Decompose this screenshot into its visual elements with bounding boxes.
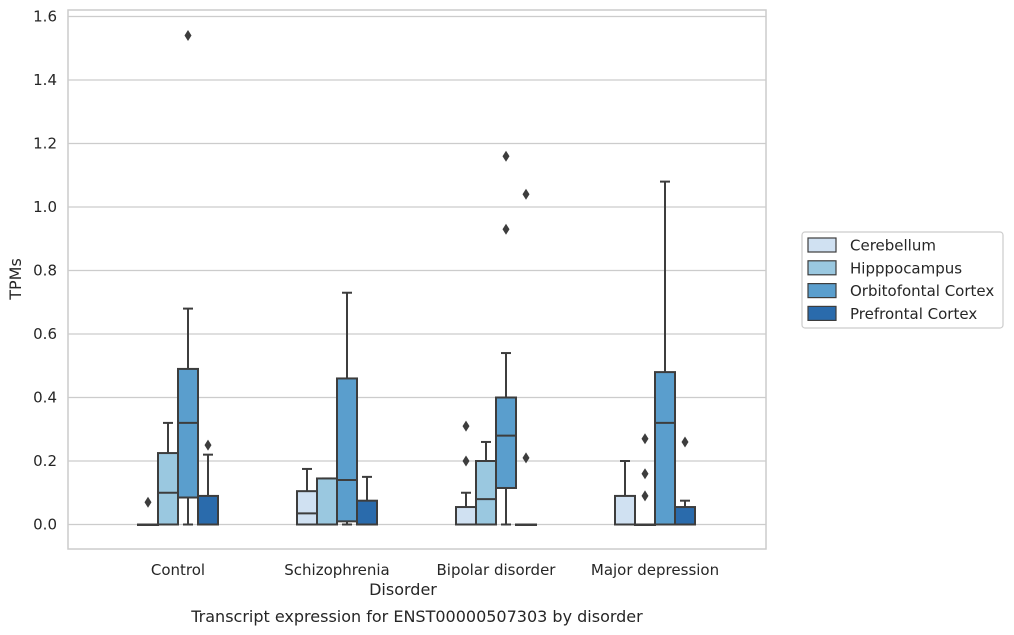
- x-tick-label: Control: [151, 561, 205, 579]
- box-cerebellum-1: [296, 467, 318, 526]
- box-body: [654, 371, 676, 526]
- box-body: [197, 494, 219, 526]
- box-orbitofontal-cortex-1: [336, 291, 358, 526]
- box-hipppocampus-2: [475, 440, 497, 526]
- y-tick-label: 0.8: [33, 262, 57, 280]
- x-tick-label: Bipolar disorder: [437, 561, 557, 579]
- legend-label: Cerebellum: [850, 237, 936, 255]
- box-cerebellum-0: [137, 496, 159, 526]
- x-tick-label: Major depression: [591, 561, 719, 579]
- box-body: [336, 377, 358, 523]
- outlier-point: [522, 452, 530, 464]
- outlier-point: [641, 468, 649, 480]
- box-body: [614, 494, 636, 526]
- legend-label: Prefrontal Cortex: [850, 305, 977, 323]
- outlier-point: [502, 150, 510, 162]
- y-tick-label: 0.4: [33, 389, 57, 407]
- box-body: [475, 460, 497, 526]
- legend-swatch: [807, 305, 837, 321]
- box-body: [674, 506, 696, 526]
- box-orbitofontal-cortex-2: [495, 150, 517, 526]
- outlier-point: [641, 433, 649, 445]
- y-tick-labels: 0.0 0.2 0.4 0.6 0.8 1.0 1.2 1.4 1.6: [33, 8, 57, 534]
- box-prefrontal-cortex-2: [515, 188, 537, 526]
- legend-swatch: [807, 260, 837, 276]
- y-tick-label: 0.6: [33, 325, 57, 343]
- y-tick-label: 1.0: [33, 198, 57, 216]
- box-body: [495, 396, 517, 489]
- outlier-point: [462, 455, 470, 467]
- legend-swatch: [807, 237, 837, 253]
- box-body: [177, 367, 199, 499]
- outlier-point: [204, 439, 212, 451]
- box-body: [296, 490, 318, 526]
- legend-frame: [801, 231, 1004, 329]
- y-tick-label: 0.0: [33, 516, 57, 534]
- box-plots: [137, 30, 696, 526]
- y-axis-title: TPMs: [6, 258, 25, 301]
- box-prefrontal-cortex-0: [197, 439, 219, 526]
- box-cerebellum-2: [455, 420, 477, 526]
- legend-swatch: [807, 283, 837, 299]
- box-body: [356, 499, 378, 526]
- x-tick-label: Schizophrenia: [284, 561, 389, 579]
- plot-area-frame: [67, 9, 767, 550]
- legend-label: Hipppocampus: [850, 259, 962, 277]
- x-axis-title: Disorder: [369, 580, 437, 599]
- box-prefrontal-cortex-1: [356, 475, 378, 526]
- box-hipppocampus-3: [634, 433, 656, 526]
- legend: Cerebellum Hipppocampus Orbitofontal Corte…: [801, 231, 1004, 329]
- outlier-point: [641, 490, 649, 502]
- y-tick-label: 1.4: [33, 71, 57, 89]
- box-orbitofontal-cortex-3: [654, 180, 676, 526]
- box-prefrontal-cortex-3: [674, 436, 696, 526]
- outlier-point: [681, 436, 689, 448]
- outlier-point: [184, 30, 192, 42]
- outlier-point: [462, 420, 470, 432]
- x-tick-labels: Control Schizophrenia Bipolar disorder Majo…: [151, 561, 719, 579]
- outlier-point: [144, 496, 152, 508]
- y-tick-label: 0.2: [33, 452, 57, 470]
- box-body: [157, 452, 179, 526]
- box-body: [455, 506, 477, 526]
- outlier-point: [502, 223, 510, 235]
- y-tick-label: 1.2: [33, 135, 57, 153]
- box-hipppocampus-1: [316, 477, 338, 526]
- outlier-point: [522, 188, 530, 200]
- box-hipppocampus-0: [157, 421, 179, 526]
- box-orbitofontal-cortex-0: [177, 30, 199, 526]
- box-cerebellum-3: [614, 460, 636, 526]
- chart-caption: Transcript expression for ENST0000050730…: [190, 607, 643, 626]
- legend-label: Orbitofontal Cortex: [850, 282, 994, 300]
- box-body: [316, 477, 338, 526]
- y-tick-label: 1.6: [33, 8, 57, 26]
